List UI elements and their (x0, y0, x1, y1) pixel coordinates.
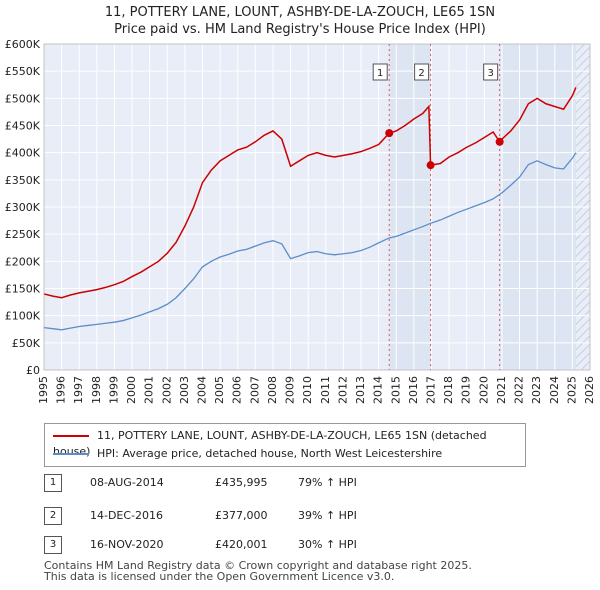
sale-point (495, 137, 504, 146)
x-tick-label: 1996 (55, 376, 68, 404)
transaction-price: £420,001 (215, 538, 268, 551)
x-tick-label: 2024 (548, 376, 561, 404)
x-tick-label: 2023 (530, 376, 543, 404)
x-tick-label: 2010 (301, 376, 314, 404)
x-tick-label: 2015 (389, 376, 402, 404)
x-tick-label: 1999 (107, 376, 120, 404)
x-tick-label: 2011 (319, 376, 332, 404)
x-tick-label: 2004 (196, 376, 209, 404)
price-chart: £0 £50K £100K £150K £200K £250K £300K £350K £400… (5, 38, 596, 404)
sale-label: 3 (487, 68, 493, 79)
x-tick-label: 2022 (513, 376, 526, 404)
transaction-row: 3 16-NOV-2020 £420,001 30% ↑ HPI (0, 536, 600, 556)
footer-line-1: Contains HM Land Registry data © Crown c… (44, 559, 472, 572)
y-tick-label: £550K (5, 65, 41, 78)
transaction-hpi: 39% ↑ HPI (298, 509, 357, 522)
sale-label: 2 (418, 68, 424, 79)
y-tick-label: £500K (5, 92, 41, 105)
x-tick-label: 2020 (477, 376, 490, 404)
x-tick-label: 2001 (143, 376, 156, 404)
y-tick-label: £50K (12, 337, 41, 350)
hpi-line-swatch (53, 453, 89, 455)
sale-point (385, 129, 394, 138)
x-tick-label: 2026 (583, 376, 596, 404)
x-tick-label: 2017 (424, 376, 437, 404)
x-tick-label: 2019 (460, 376, 473, 404)
x-tick-label: 2016 (407, 376, 420, 404)
transaction-hpi: 30% ↑ HPI (298, 538, 357, 551)
hpi-series-line (43, 152, 577, 331)
y-tick-label: £350K (5, 174, 41, 187)
sale-label-box (414, 63, 430, 81)
sale-label-box (372, 63, 388, 81)
transaction-row: 2 14-DEC-2016 £377,000 39% ↑ HPI (0, 507, 600, 527)
x-tick-label: 2025 (565, 376, 578, 404)
y-tick-label: £250K (5, 228, 41, 241)
transaction-price: £377,000 (215, 509, 268, 522)
x-tick-label: 1998 (90, 376, 103, 404)
y-tick-label: £150K (5, 283, 41, 296)
title-line-1: 11, POTTERY LANE, LOUNT, ASHBY-DE-LA-ZOU… (104, 5, 496, 20)
y-tick-label: £200K (5, 255, 41, 268)
y-tick-label: £100K (5, 310, 41, 323)
transaction-number: 1 (44, 474, 62, 492)
transaction-hpi: 79% ↑ HPI (298, 476, 357, 489)
x-tick-label: 2018 (442, 376, 455, 404)
chart-title: 11, POTTERY LANE, LOUNT, ASHBY-DE-LA-ZOU… (0, 4, 600, 38)
y-tick-label: £600K (5, 38, 41, 51)
x-tick-label: 2008 (266, 376, 279, 404)
y-tick-label: £400K (5, 147, 41, 160)
property-line-swatch (53, 435, 89, 437)
transaction-date: 14-DEC-2016 (90, 509, 164, 522)
x-tick-label: 2006 (231, 376, 244, 404)
x-tick-label: 2014 (372, 376, 385, 404)
x-tick-label: 2009 (284, 376, 297, 404)
x-tick-label: 2012 (336, 376, 349, 404)
x-tick-label: 2002 (160, 376, 173, 404)
footer-attribution: Contains HM Land Registry data © Crown c… (44, 560, 472, 582)
legend-hpi-label: HPI: Average price, detached house, Nort… (97, 447, 443, 460)
transaction-number: 3 (44, 536, 62, 554)
transaction-row: 1 08-AUG-2014 £435,995 79% ↑ HPI (0, 474, 600, 494)
sale-label: 1 (377, 68, 383, 79)
transaction-date: 08-AUG-2014 (90, 476, 164, 489)
legend-item-hpi: HPI: Average price, detached house, Nort… (53, 446, 442, 462)
transaction-date: 16-NOV-2020 (90, 538, 164, 551)
title-line-2: Price paid vs. HM Land Registry's House … (114, 22, 486, 37)
transaction-number: 2 (44, 507, 62, 525)
sale-label-box (483, 63, 499, 81)
sale-point (426, 161, 435, 170)
x-tick-label: 2003 (178, 376, 191, 404)
property-series-line (43, 87, 577, 299)
x-tick-label: 2005 (213, 376, 226, 404)
y-tick-label: £300K (5, 201, 41, 214)
legend-item-property: 11, POTTERY LANE, LOUNT, ASHBY-DE-LA-ZOU… (53, 428, 525, 458)
x-tick-label: 2013 (354, 376, 367, 404)
x-tick-label: 2021 (495, 376, 508, 404)
x-tick-label: 2000 (125, 376, 138, 404)
plot-frame (43, 43, 591, 371)
x-tick-label: 2007 (248, 376, 261, 404)
y-tick-label: £450K (5, 120, 41, 133)
chart-legend: 11, POTTERY LANE, LOUNT, ASHBY-DE-LA-ZOU… (44, 423, 526, 467)
x-tick-label: 1997 (72, 376, 85, 404)
footer-line-2: This data is licensed under the Open Gov… (44, 570, 395, 583)
y-tick-label: £0 (26, 364, 40, 377)
transaction-price: £435,995 (215, 476, 268, 489)
x-tick-label: 1995 (37, 376, 50, 404)
